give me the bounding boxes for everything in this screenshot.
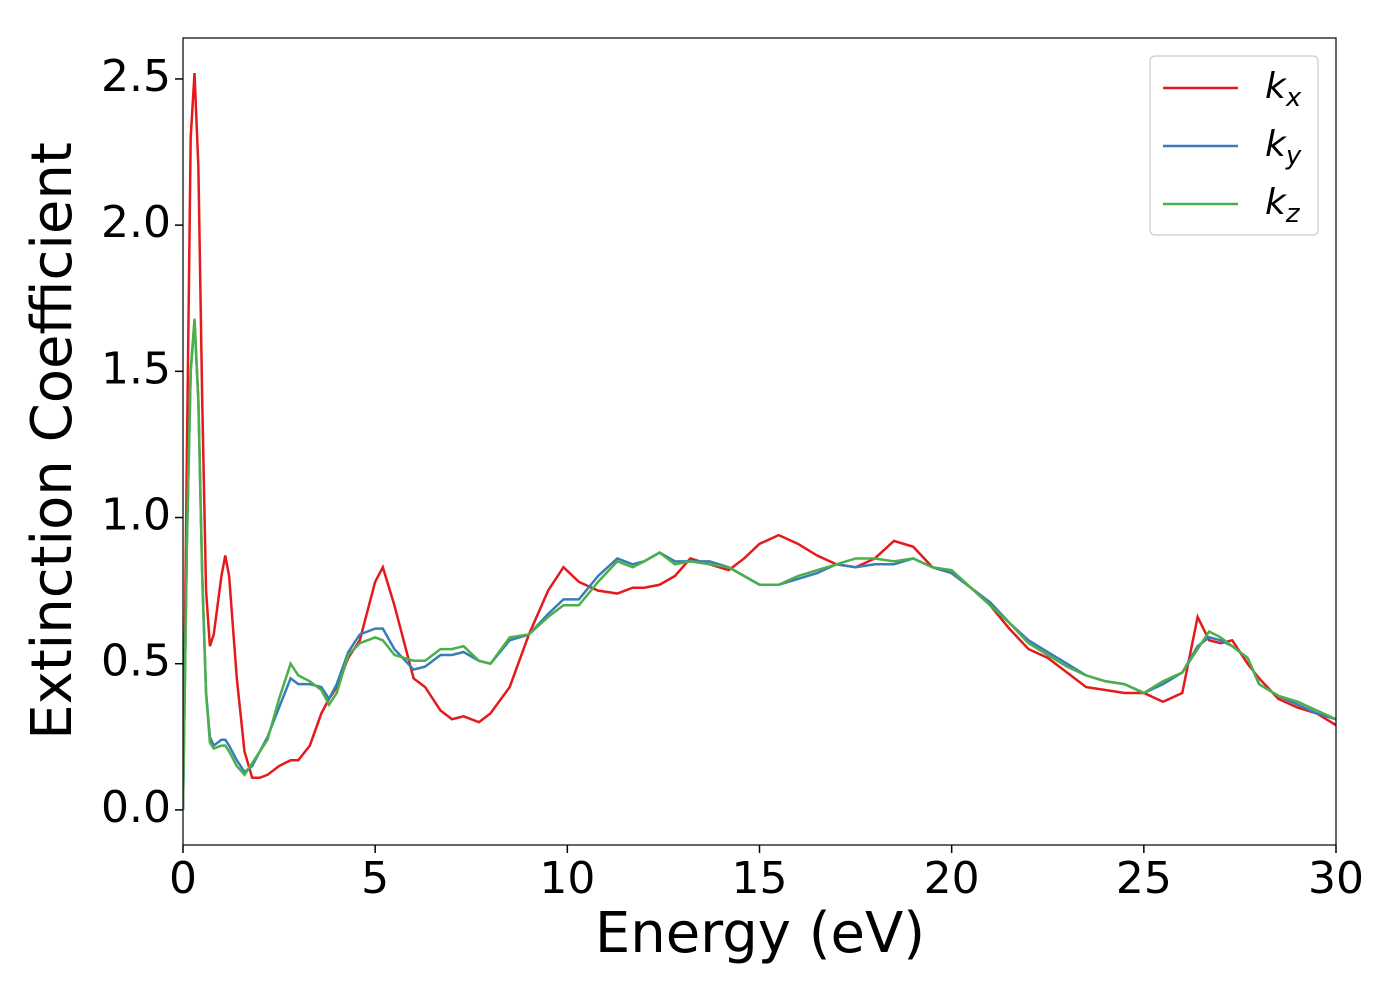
y-tick-label: 0.5: [101, 636, 171, 687]
data-line: [183, 73, 1336, 810]
x-tick-label: 15: [732, 853, 788, 904]
y-tick-label: 2.0: [101, 197, 171, 248]
legend-label: ky: [1265, 124, 1302, 171]
x-axis-label: Energy (eV): [595, 901, 925, 966]
legend-label: kz: [1265, 182, 1301, 229]
data-line: [183, 318, 1336, 810]
data-line: [183, 321, 1336, 810]
legend-label: kx: [1265, 66, 1302, 113]
y-tick-label: 1.0: [101, 490, 171, 541]
y-axis-label: Extinction Coefficient: [20, 142, 85, 740]
y-tick-label: 2.5: [101, 51, 171, 102]
x-tick-label: 20: [924, 853, 980, 904]
x-tick-label: 25: [1116, 853, 1172, 904]
x-tick-label: 0: [169, 853, 197, 904]
x-tick-label: 30: [1308, 853, 1364, 904]
x-tick-label: 10: [539, 853, 595, 904]
y-tick-label: 1.5: [101, 343, 171, 394]
y-tick-label: 0.0: [101, 782, 171, 833]
plot-frame: [182, 37, 1337, 846]
x-tick-label: 5: [361, 853, 389, 904]
